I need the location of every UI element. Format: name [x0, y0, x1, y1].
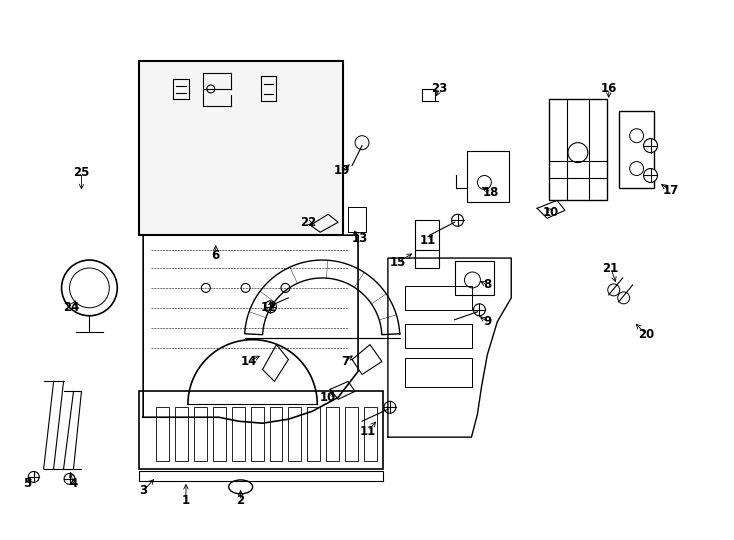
- Text: 11: 11: [360, 424, 376, 437]
- Text: 16: 16: [600, 83, 617, 96]
- Circle shape: [28, 471, 39, 482]
- Bar: [194, 407, 207, 461]
- Bar: [288, 407, 302, 461]
- Bar: [405, 357, 473, 387]
- Text: 6: 6: [211, 248, 220, 261]
- Bar: [619, 111, 653, 188]
- Text: 7: 7: [341, 355, 349, 368]
- Text: 10: 10: [320, 391, 336, 404]
- Text: 25: 25: [73, 166, 90, 179]
- Text: 20: 20: [639, 328, 655, 341]
- Text: 8: 8: [483, 279, 492, 292]
- Bar: [326, 407, 339, 461]
- Bar: [468, 151, 509, 202]
- Text: 17: 17: [662, 184, 678, 197]
- Text: 18: 18: [483, 186, 500, 199]
- Circle shape: [64, 474, 75, 484]
- Bar: [175, 407, 188, 461]
- Bar: [156, 407, 169, 461]
- Bar: [213, 407, 226, 461]
- Text: 22: 22: [300, 216, 316, 229]
- Bar: [348, 207, 366, 232]
- Bar: [405, 323, 473, 348]
- Circle shape: [384, 401, 396, 413]
- Text: 12: 12: [261, 301, 277, 314]
- Text: 5: 5: [23, 477, 31, 490]
- Circle shape: [451, 214, 463, 226]
- Text: 24: 24: [63, 301, 80, 314]
- Text: 10: 10: [543, 206, 559, 219]
- Bar: [364, 407, 377, 461]
- Circle shape: [473, 304, 485, 316]
- Text: 4: 4: [70, 477, 78, 490]
- Circle shape: [644, 139, 658, 153]
- Text: 1: 1: [182, 494, 190, 507]
- Bar: [549, 99, 607, 200]
- Text: 21: 21: [603, 261, 619, 274]
- Bar: [139, 392, 383, 469]
- Text: 9: 9: [483, 315, 492, 328]
- Bar: [454, 261, 494, 295]
- Bar: [308, 407, 320, 461]
- Circle shape: [644, 168, 658, 183]
- Text: 14: 14: [241, 355, 257, 368]
- Bar: [345, 407, 358, 461]
- Text: 2: 2: [236, 494, 244, 507]
- Text: 19: 19: [334, 164, 350, 177]
- Text: 15: 15: [390, 255, 406, 268]
- Text: 13: 13: [352, 232, 368, 245]
- Bar: [232, 407, 244, 461]
- Bar: [405, 286, 473, 310]
- Bar: [139, 471, 383, 481]
- Text: 23: 23: [432, 83, 448, 96]
- Text: 11: 11: [420, 234, 436, 247]
- Bar: [269, 407, 283, 461]
- Circle shape: [264, 301, 277, 313]
- Bar: [139, 61, 343, 235]
- Text: 3: 3: [139, 484, 148, 497]
- Bar: [250, 407, 264, 461]
- Bar: [415, 220, 439, 268]
